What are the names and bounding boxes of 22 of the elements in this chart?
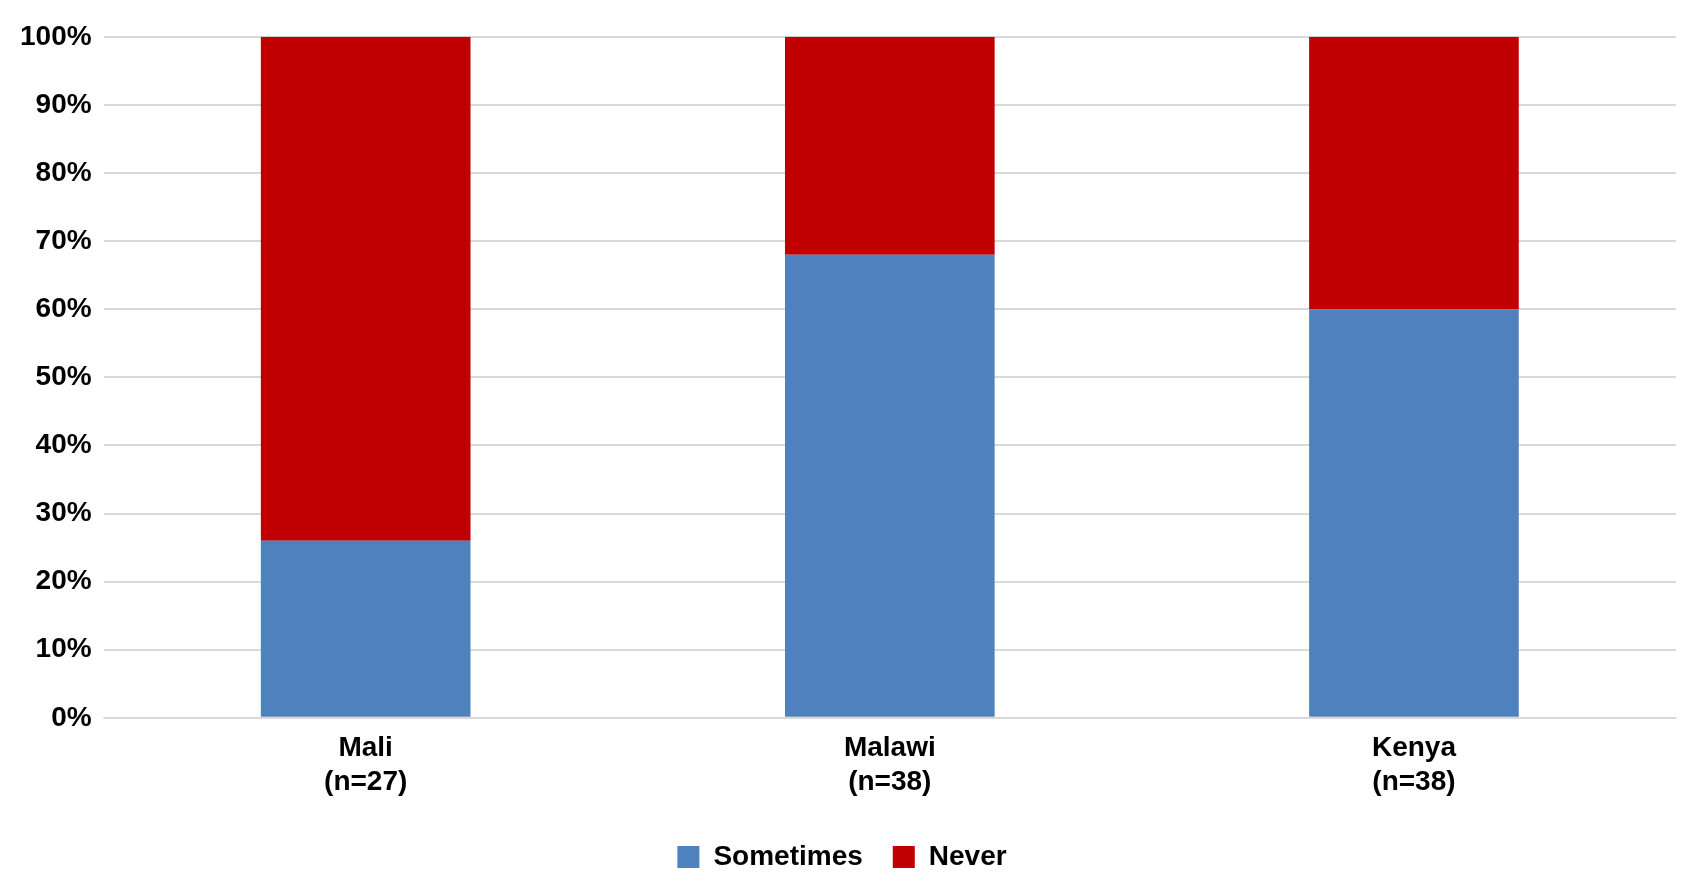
y-tick-label: 20% <box>35 564 92 596</box>
x-tick-label: Kenya (n=38) <box>1371 731 1457 796</box>
bar <box>260 36 471 541</box>
y-tick-label: 90% <box>35 87 92 119</box>
y-tick-label: 80% <box>35 155 92 187</box>
bar <box>1309 309 1519 717</box>
legend-label: Sometimes <box>713 839 863 871</box>
bar <box>784 254 995 717</box>
y-tick-label: 100% <box>19 19 92 51</box>
y-tick-label: 10% <box>35 632 92 664</box>
bar <box>1309 36 1519 310</box>
y-tick-label: 50% <box>35 360 92 392</box>
legend-label: Never <box>928 839 1007 871</box>
bar <box>784 36 995 255</box>
x-tick-label: Malawi (n=38) <box>843 731 936 796</box>
y-tick-label: 40% <box>35 428 92 460</box>
bar <box>260 540 471 717</box>
x-tick-label: Mali (n=27) <box>324 731 408 796</box>
y-tick-label: 60% <box>35 291 92 323</box>
y-tick-label: 0% <box>51 700 92 732</box>
y-tick-label: 30% <box>35 496 92 528</box>
y-tick-label: 70% <box>35 223 92 255</box>
